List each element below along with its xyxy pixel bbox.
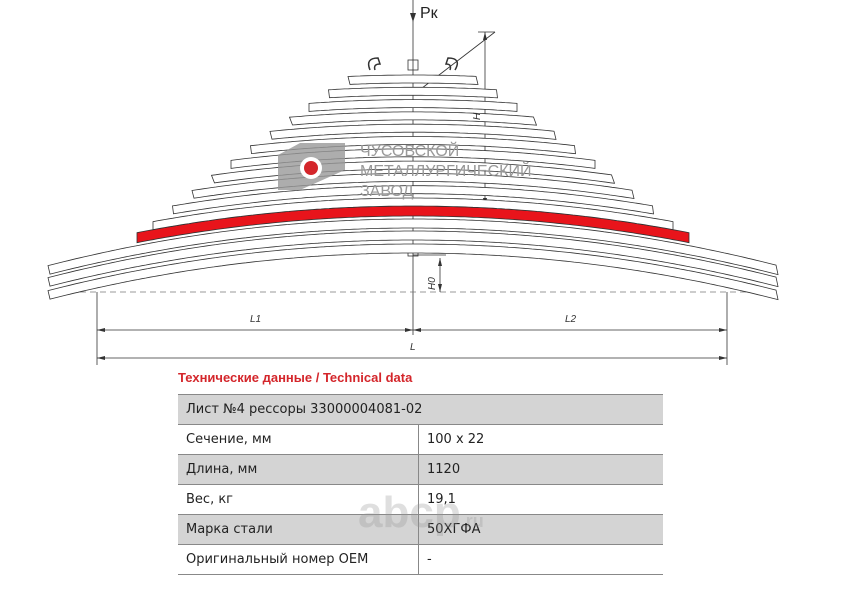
logo-text: ЧУСОВСКОЙ [360,141,459,160]
value: - [418,544,663,575]
value: 100 x 22 [418,424,663,455]
watermark-text: abcp [358,488,461,537]
watermark-suffix: .ru [460,511,484,531]
param: Длина, мм [178,454,419,485]
leaf [47,218,779,276]
param: Сечение, мм [178,424,419,455]
watermark: abcp.ru [358,488,484,538]
h0-label: H0 [427,277,438,290]
leaf [250,136,576,155]
value: 1120 [418,454,663,485]
logo: ЧУСОВСКОЙ МЕТАЛЛУРГИЧЕСКИЙ ЗАВОД [278,141,531,200]
leaf [47,243,779,301]
l1-label: L1 [250,314,261,325]
leaf [347,74,479,85]
h-label: H [472,112,483,120]
leaf [152,197,674,231]
value: 50ХГФА [418,514,663,545]
param: Оригинальный номер OEM [178,544,419,575]
spring-drawing: Pк H H0 L1 L2 L ЧУСОВСКОЙ МЕТАЛЛУРГИЧЕСК… [47,0,780,365]
leaf [269,123,557,140]
logo-text: МЕТАЛЛУРГИЧЕСКИЙ [360,161,531,180]
leaf [288,111,538,126]
logo-text: ЗАВОД [360,183,414,200]
l-label: L [410,342,416,353]
leaf [328,86,498,99]
leaf [47,230,779,288]
table-title: Технические данные / Technical data [178,370,413,385]
leaf [172,185,654,215]
load-label: Pк [420,5,439,22]
param: Вес, кг [178,484,419,515]
table-caption: Лист №4 рессоры 33000004081-02 [178,394,663,425]
spec-table: Лист №4 рессоры 33000004081-02 Сечение, … [178,394,663,575]
param: Марка стали [178,514,419,545]
l2-label: L2 [565,314,577,325]
leaf [308,99,518,112]
